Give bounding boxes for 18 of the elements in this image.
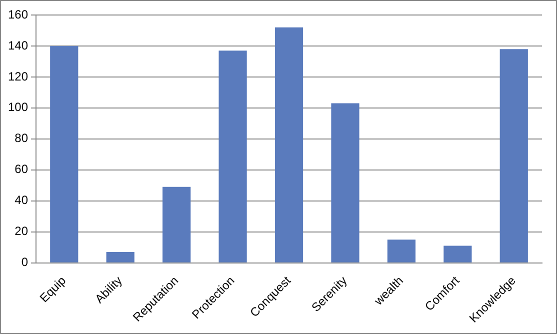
y-tick-label: 20: [14, 224, 28, 238]
y-tick-label: 60: [14, 162, 28, 176]
y-tick-label: 0: [21, 255, 28, 270]
bar: [331, 103, 360, 262]
y-tick-label: 160: [8, 7, 28, 22]
bar: [50, 46, 78, 262]
y-tick-label: 40: [14, 193, 28, 208]
bar: [218, 50, 247, 262]
y-tick-label: 140: [8, 38, 28, 52]
y-tick-label: 120: [8, 69, 28, 84]
bar: [387, 240, 416, 262]
bar: [444, 246, 472, 262]
bar: [500, 49, 528, 262]
y-tick-label: 100: [8, 100, 28, 114]
y-tick-label: 80: [14, 131, 28, 146]
bar: [106, 252, 134, 262]
bar: [162, 186, 191, 262]
bar: [274, 27, 304, 262]
